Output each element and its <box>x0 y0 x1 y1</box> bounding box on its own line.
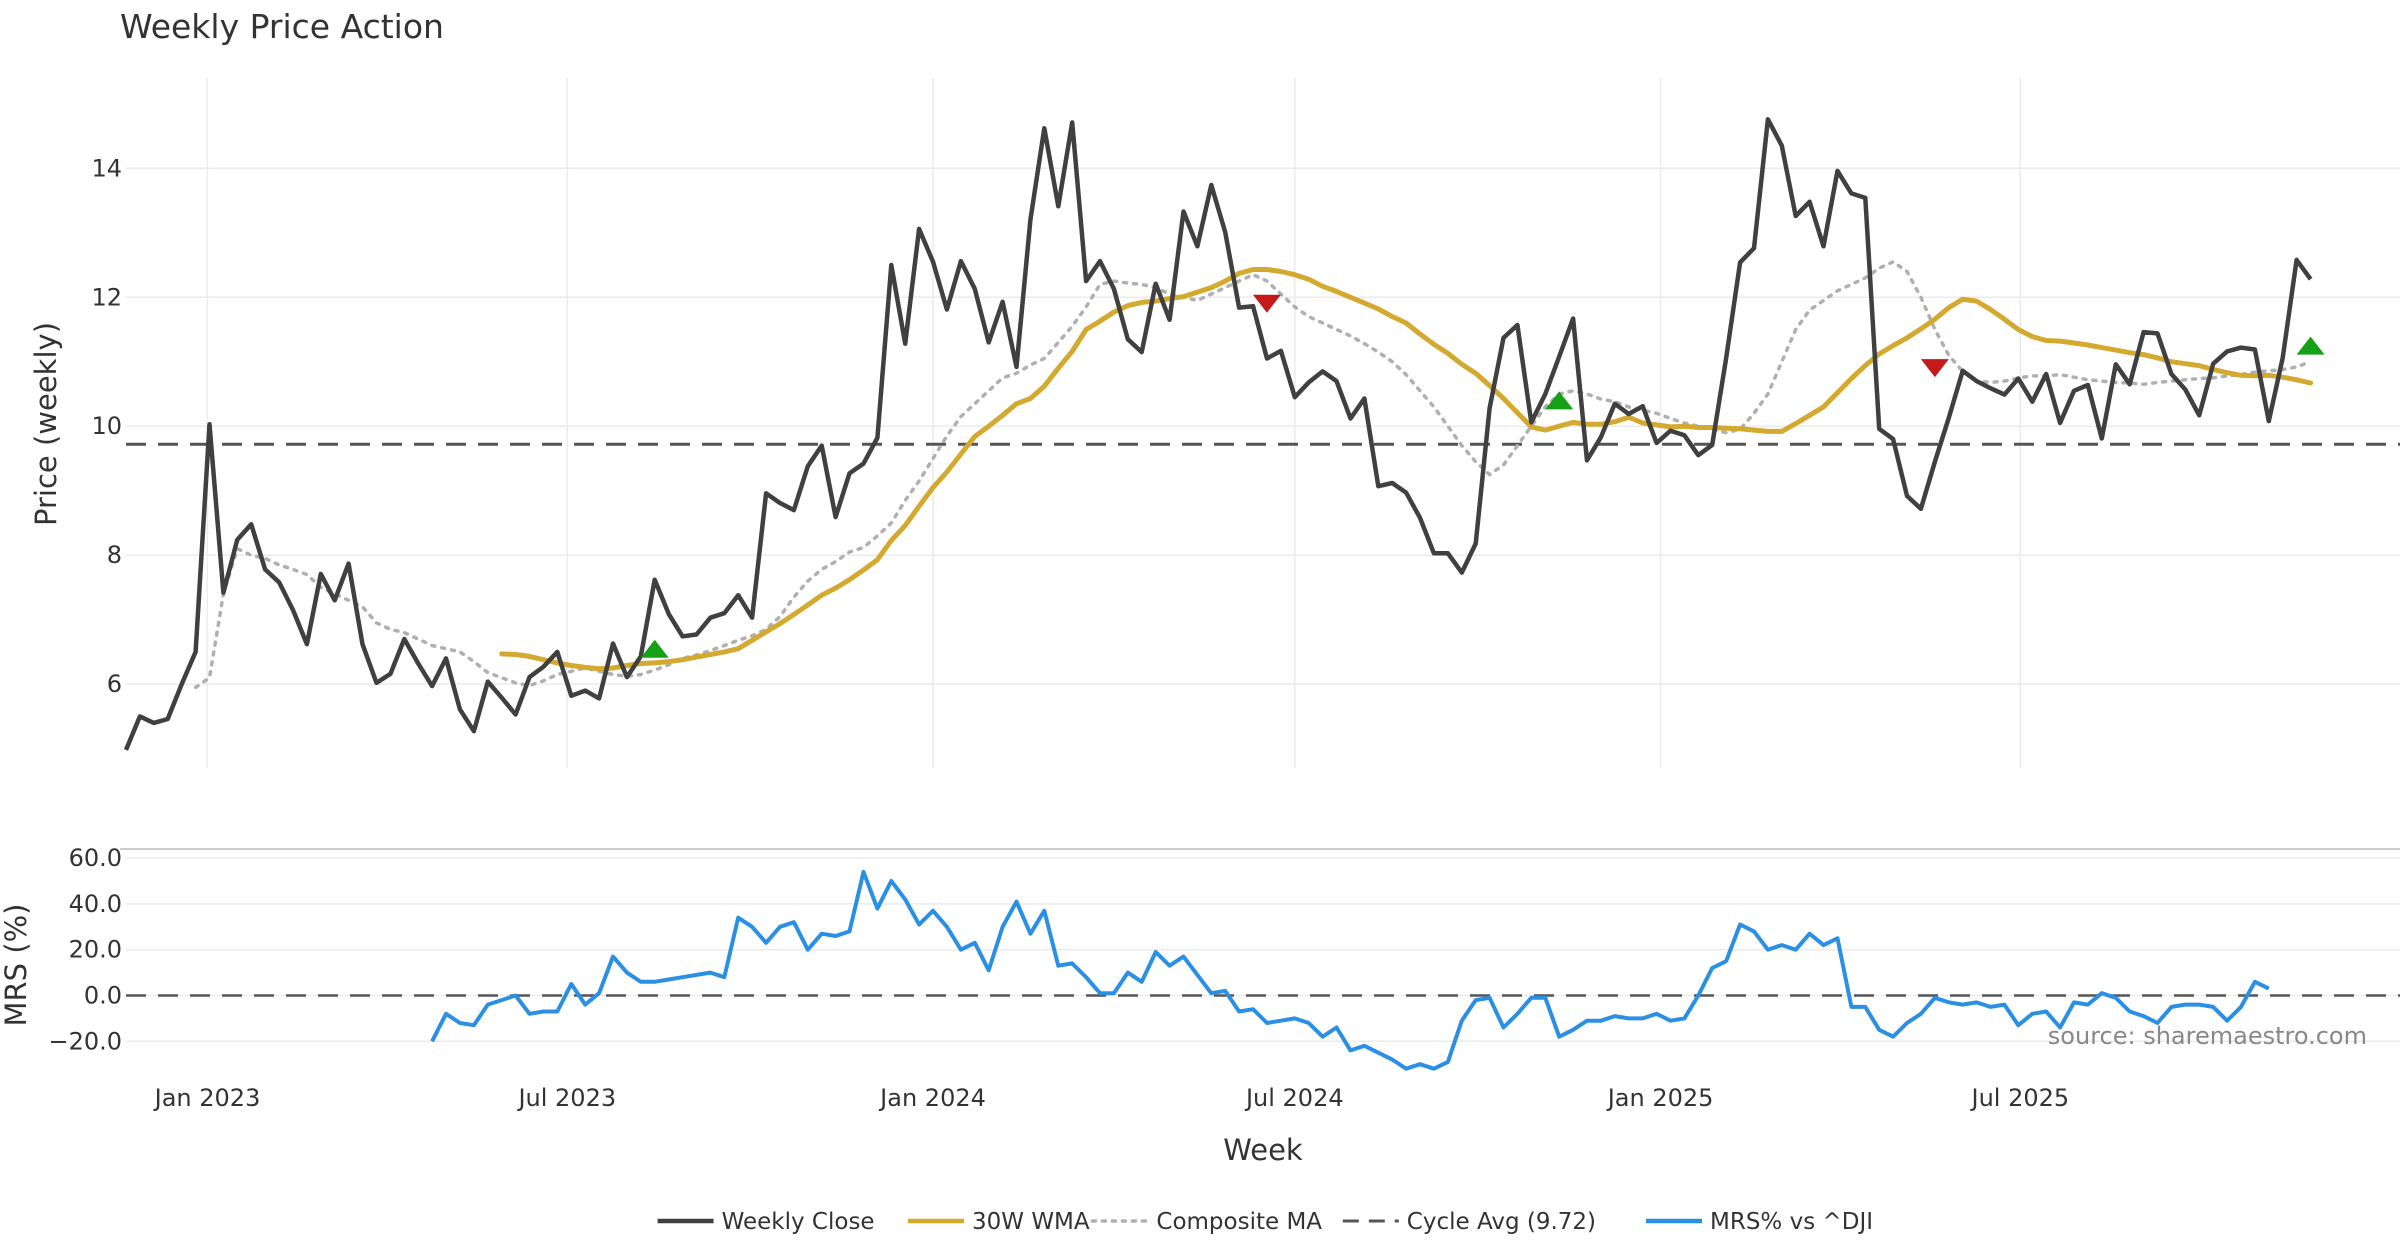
mrs-y-tick-label: −20.0 <box>48 1027 122 1055</box>
legend-label: 30W WMA <box>972 1209 1090 1235</box>
mrs-y-tick-label: 20.0 <box>69 936 122 964</box>
buy-signal-marker <box>2296 336 2325 355</box>
x-tick-label: Jul 2025 <box>1970 1084 2070 1112</box>
price-y-tick-label: 8 <box>107 541 122 569</box>
composite-ma-line <box>193 259 2313 690</box>
mrs-y-tick-label: 40.0 <box>69 890 122 918</box>
price-y-tick-label: 12 <box>91 283 122 311</box>
price-y-ticks: 6 8 10 12 14 <box>91 154 122 698</box>
mrs-panel-grid <box>126 857 2400 1043</box>
legend-entry: Weekly Close <box>657 1209 875 1235</box>
legend-label: Composite MA <box>1156 1209 1322 1235</box>
legend-label: MRS% vs ^DJI <box>1710 1209 1873 1235</box>
mrs-line <box>430 869 2270 1071</box>
mrs-y-tick-label: 60.0 <box>69 844 122 872</box>
price-y-tick-label: 6 <box>107 670 122 698</box>
sell-signal-marker <box>1920 359 1949 378</box>
source-note: source: sharemaestro.com <box>2048 1022 2367 1050</box>
signal-markers <box>640 294 2325 658</box>
x-axis-label: Week <box>1223 1133 1303 1167</box>
legend-label: Weekly Close <box>722 1209 875 1235</box>
wma-30w-line <box>499 267 2314 672</box>
buy-signal-marker <box>640 639 669 658</box>
legend-entry: 30W WMA <box>908 1209 1090 1235</box>
price-y-axis-label: Price (weekly) <box>29 322 63 526</box>
buy-signal-marker <box>1545 391 1574 410</box>
legend-label: Cycle Avg (9.72) <box>1407 1209 1596 1235</box>
x-tick-label: Jan 2025 <box>1606 1084 1714 1112</box>
price-y-tick-label: 14 <box>91 154 122 182</box>
x-tick-label: Jul 2023 <box>516 1084 616 1112</box>
x-tick-label: Jul 2024 <box>1244 1084 1344 1112</box>
x-ticks: Jan 2023 Jul 2023 Jan 2024 Jul 2024 Jan 2025… <box>153 1084 2070 1112</box>
mrs-y-axis-label: MRS (%) <box>0 904 33 1027</box>
chart-title: Weekly Price Action <box>120 7 444 46</box>
x-tick-label: Jan 2024 <box>878 1084 986 1112</box>
legend-entry: Cycle Avg (9.72) <box>1342 1209 1596 1235</box>
sell-signal-marker <box>1252 294 1281 313</box>
legend-entry: MRS% vs ^DJI <box>1646 1209 1873 1235</box>
mrs-y-tick-label: 0.0 <box>84 981 122 1009</box>
weekly-close-line <box>123 117 2313 751</box>
legend-entry: Composite MA <box>1090 1209 1322 1235</box>
price-y-tick-label: 10 <box>91 412 122 440</box>
mrs-y-ticks: 60.0 40.0 20.0 0.0 −20.0 <box>48 844 122 1055</box>
x-tick-label: Jan 2023 <box>153 1084 261 1112</box>
legend: Weekly Close 30W WMA Composite MA Cycle Avg… <box>657 1209 1873 1235</box>
